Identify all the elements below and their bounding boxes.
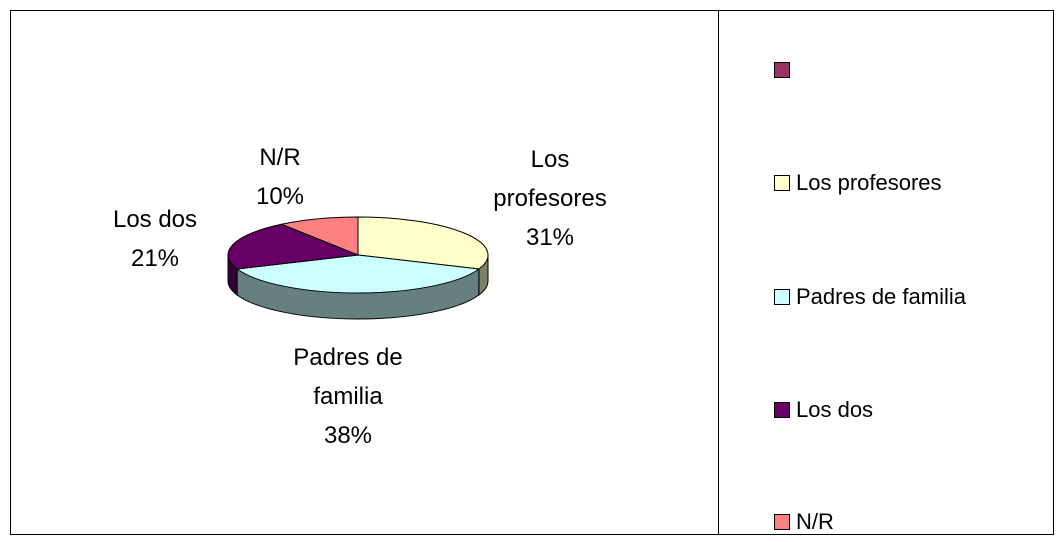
legend-label: Padres de familia (796, 284, 967, 309)
legend-label: Los dos (796, 397, 873, 422)
pie-slice (279, 216, 359, 256)
legend-swatch (774, 62, 790, 78)
chart-border (10, 10, 1054, 535)
data-label-category: Padres de familia (293, 344, 403, 410)
pie-slice (235, 254, 481, 294)
data-label: Los profesores 31% (480, 140, 620, 257)
data-label-category: Los dos (112, 206, 198, 233)
data-label: N/R 10% (240, 138, 320, 216)
pie-side (227, 253, 238, 296)
data-label-value: 10% (255, 183, 305, 210)
data-label-value: 38% (323, 422, 373, 449)
data-label-category: Los profesores (493, 146, 607, 212)
legend-label: Los profesores (796, 170, 942, 195)
data-label: Padres de familia 38% (278, 338, 418, 455)
pie-slice (357, 216, 489, 270)
pie-slice (227, 223, 359, 270)
legend-swatch (774, 289, 790, 305)
legend-label: N/R (796, 509, 834, 534)
legend-swatch (774, 514, 790, 530)
data-label: Los dos 21% (100, 200, 210, 278)
legend-swatch (774, 402, 790, 418)
data-label-value: 31% (525, 224, 575, 251)
data-label-value: 21% (130, 245, 180, 272)
data-label-category: N/R (259, 144, 301, 171)
legend-swatch (774, 175, 790, 191)
